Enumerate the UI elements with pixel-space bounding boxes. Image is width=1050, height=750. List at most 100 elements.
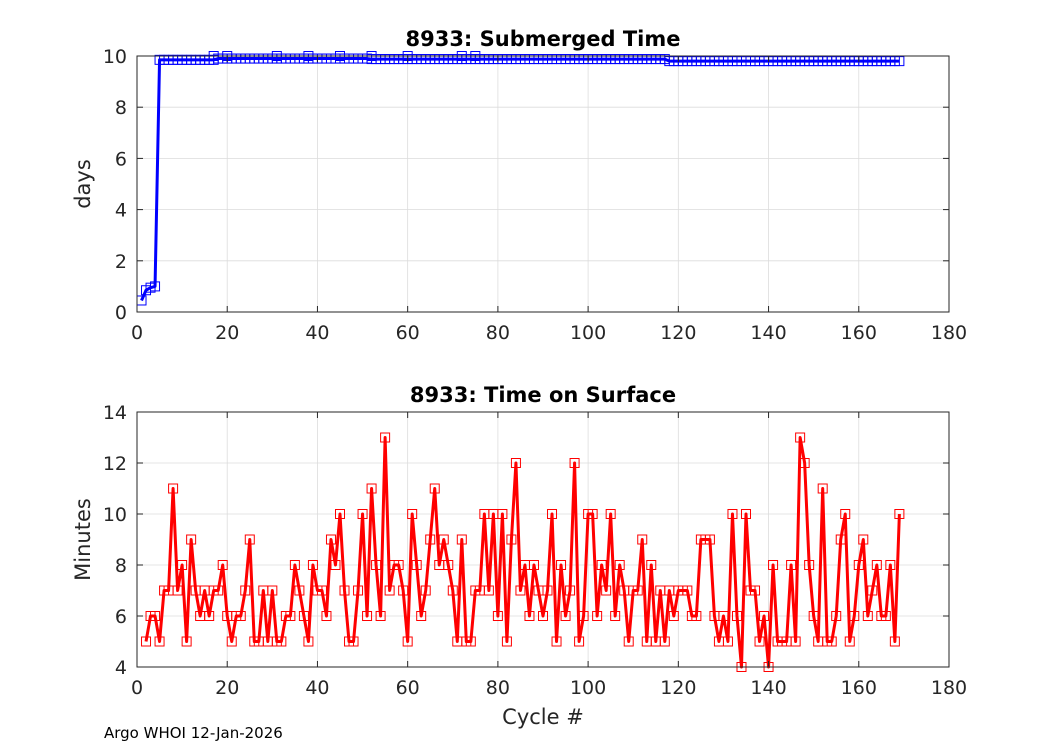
data-point [443, 560, 454, 570]
x-tick-label: 120 [660, 322, 696, 344]
data-point [574, 636, 585, 647]
data-point [659, 636, 670, 647]
y-tick-label: 4 [115, 657, 127, 679]
data-point [853, 560, 864, 570]
data-point [722, 636, 733, 647]
data-point [668, 611, 679, 621]
data-point [371, 560, 382, 570]
data-point [538, 611, 548, 621]
data-point [501, 636, 512, 647]
data-point [862, 611, 873, 621]
data-point [204, 611, 215, 621]
data-point [840, 509, 851, 519]
data-point [380, 432, 391, 443]
data-point [425, 534, 436, 545]
x-tick-label: 40 [305, 322, 329, 344]
y-tick-label: 10 [103, 46, 127, 68]
data-point [894, 509, 905, 519]
data-point [741, 509, 751, 519]
data-point [298, 611, 309, 621]
data-point [835, 534, 846, 545]
data-point [181, 636, 192, 647]
data-point [465, 636, 476, 647]
x-tick-label: 180 [931, 322, 967, 344]
data-point [889, 636, 900, 647]
x-tick-label: 20 [215, 677, 239, 699]
data-point [177, 560, 188, 570]
data-point [691, 611, 702, 621]
data-point [817, 483, 828, 494]
data-point [235, 611, 246, 621]
data-point [168, 483, 179, 494]
data-point [556, 560, 567, 570]
data-point [506, 534, 517, 545]
data-point [623, 636, 634, 647]
data-point [894, 56, 905, 67]
data-point [587, 509, 598, 519]
y-tick-label: 4 [115, 200, 127, 222]
data-point [637, 534, 648, 545]
axes-box [136, 411, 950, 668]
data-point [727, 509, 738, 519]
data-point [240, 585, 251, 596]
data-point [456, 534, 467, 545]
x-tick-label: 160 [841, 677, 877, 699]
data-point [510, 458, 521, 468]
data-point [330, 560, 341, 570]
data-point [718, 611, 729, 621]
data-point [831, 611, 842, 621]
data-point [515, 585, 526, 596]
data-point [492, 611, 503, 621]
x-tick-label: 160 [841, 322, 877, 344]
plot-area [137, 56, 949, 312]
data-point [528, 560, 539, 570]
data-point [150, 611, 161, 621]
submerged-axes: 0 20 40 60 80 100 120 140 160 180 0 2 4 6 8 10 8933: Sub… [71, 27, 967, 344]
data-point [804, 560, 815, 570]
data-point [141, 636, 152, 647]
data-point [438, 534, 449, 545]
data-point [244, 534, 255, 545]
axes-box [136, 55, 950, 313]
x-tick-label: 20 [215, 322, 239, 344]
data-point [826, 636, 837, 647]
y-tick-label: 0 [115, 302, 127, 324]
data-point [759, 611, 770, 621]
x-tick-label: 60 [396, 677, 420, 699]
x-tick-label: 0 [131, 677, 143, 699]
data-point [547, 509, 558, 519]
data-point [885, 560, 896, 570]
data-point [731, 611, 742, 621]
data-point [596, 560, 607, 570]
data-point [858, 534, 869, 545]
data-point [601, 585, 612, 596]
data-point [808, 611, 819, 621]
data-point [384, 585, 395, 596]
x-axis-label: Cycle # [502, 705, 584, 729]
data-point [285, 611, 296, 621]
data-point [867, 585, 878, 596]
series-line [144, 436, 901, 669]
y-tick-label: 8 [115, 555, 127, 577]
x-tick-label: 0 [131, 322, 143, 344]
surface-axes: 0 20 40 60 80 100 120 140 160 180 4 6 8 10 12 14 8933: T… [71, 383, 967, 729]
data-point [880, 611, 891, 621]
data-point [768, 560, 779, 570]
data-point [578, 611, 589, 621]
y-tick-label: 2 [115, 251, 127, 273]
data-point [375, 611, 386, 621]
x-tick-label: 80 [486, 322, 510, 344]
data-point [704, 534, 715, 545]
y-tick-label: 8 [115, 97, 127, 119]
data-point [226, 636, 237, 647]
data-point [217, 560, 228, 570]
data-point [276, 636, 287, 647]
data-point [353, 585, 364, 596]
data-point [213, 585, 224, 596]
data-point [303, 636, 314, 647]
data-point [632, 585, 643, 596]
x-tick-label: 100 [570, 322, 606, 344]
data-point [357, 509, 368, 519]
data-point [569, 458, 580, 468]
